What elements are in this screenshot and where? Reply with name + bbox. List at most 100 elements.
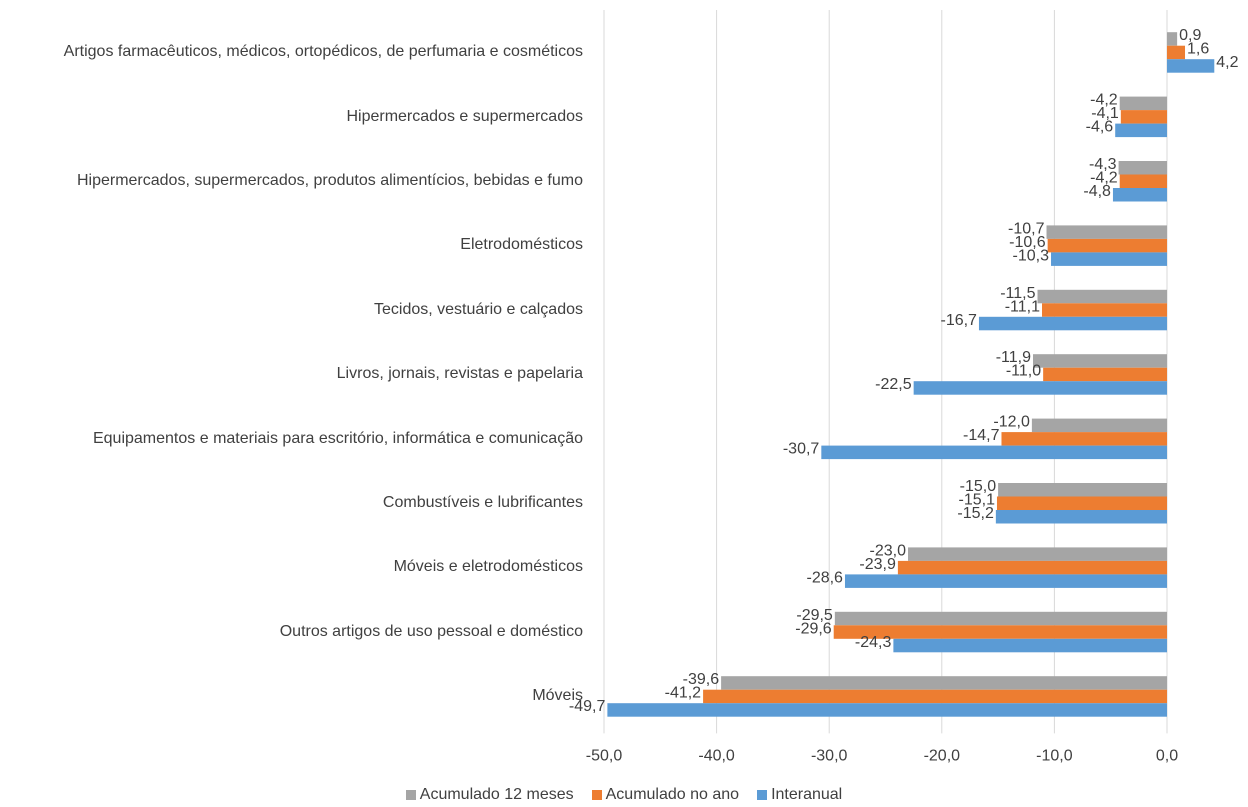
legend-label: Acumulado no ano — [605, 786, 740, 803]
category-label: Móveis e eletrodomésticos — [23, 555, 583, 579]
category-text: Outros artigos de uso pessoal e doméstic… — [279, 622, 583, 640]
value-label: -39,6 — [683, 671, 720, 688]
value-label: -28,6 — [806, 569, 843, 586]
category-text: Móveis e eletrodomésticos — [393, 558, 583, 576]
bar — [1037, 289, 1167, 304]
bar — [893, 638, 1167, 653]
x-tick-label: -50,0 — [586, 748, 623, 765]
bar — [1031, 418, 1167, 433]
legend-swatch — [757, 790, 768, 800]
category-text: Hipermercados e supermercados — [346, 107, 583, 125]
value-label: -10,7 — [1008, 220, 1045, 237]
category-label: Tecidos, vestuário e calçados — [23, 298, 583, 322]
category-text: Tecidos, vestuário e calçados — [374, 300, 583, 318]
bar — [834, 611, 1167, 626]
bar — [996, 496, 1167, 510]
value-label: 0,9 — [1179, 27, 1201, 44]
value-label: -4,1 — [1091, 105, 1119, 122]
bar — [1001, 432, 1167, 446]
x-tick-label: 0,0 — [1156, 748, 1178, 765]
value-label: -22,5 — [875, 376, 912, 393]
category-text: Móveis — [532, 687, 583, 705]
legend-label: Acumulado 12 meses — [419, 786, 574, 803]
value-label: -10,6 — [1009, 234, 1046, 251]
bar — [821, 445, 1167, 460]
value-label: -10,3 — [1013, 247, 1050, 264]
value-label: -14,7 — [963, 427, 1000, 444]
bar — [1167, 59, 1215, 73]
value-label: -15,1 — [959, 491, 996, 508]
category-label: Hipermercados e supermercados — [23, 105, 583, 129]
category-text: Eletrodomésticos — [460, 236, 583, 254]
value-label: -30,7 — [783, 441, 820, 458]
value-label: -49,7 — [569, 698, 606, 715]
legend-swatch — [591, 790, 602, 800]
x-tick-label: -20,0 — [924, 748, 961, 765]
bar — [1047, 238, 1167, 253]
category-label: Eletrodomésticos — [23, 233, 583, 257]
x-tick-label: -40,0 — [698, 748, 735, 765]
bar — [913, 381, 1167, 395]
value-label: -4,8 — [1083, 183, 1111, 200]
bar — [1167, 45, 1186, 60]
legend-label: Interanual — [771, 786, 843, 803]
bar — [978, 316, 1167, 331]
bar — [1119, 96, 1167, 111]
value-label: -4,6 — [1086, 119, 1114, 136]
category-label: Hipermercados, supermercados, produtos a… — [23, 169, 583, 193]
legend-item: Acumulado no ano — [591, 786, 740, 804]
value-label: -4,2 — [1090, 92, 1118, 109]
value-label: -24,3 — [855, 634, 892, 651]
value-label: -29,6 — [795, 620, 832, 637]
bar — [998, 483, 1167, 497]
value-label: 1,6 — [1187, 41, 1209, 58]
value-label: -15,2 — [957, 505, 994, 522]
legend: Acumulado 12 meses Acumulado no ano Intera… — [0, 786, 1248, 804]
legend-item: Interanual — [757, 786, 842, 804]
value-label: -23,0 — [870, 542, 907, 559]
value-label: -11,0 — [1006, 363, 1041, 380]
value-label: -4,2 — [1090, 169, 1118, 186]
value-label: -16,7 — [940, 312, 977, 329]
bar — [1167, 32, 1178, 46]
bar — [1120, 110, 1167, 124]
value-label: -4,3 — [1089, 156, 1117, 173]
bar — [721, 676, 1167, 690]
value-label: -11,5 — [1000, 285, 1035, 302]
value-label: 4,2 — [1216, 54, 1238, 71]
category-label: Móveis — [23, 684, 583, 708]
bar — [703, 689, 1167, 704]
value-label: -23,9 — [859, 556, 896, 573]
legend-swatch — [405, 790, 416, 800]
bar — [1112, 188, 1167, 202]
bar — [1033, 354, 1167, 368]
legend-item: Acumulado 12 meses — [405, 786, 574, 804]
value-label: -29,5 — [796, 607, 833, 624]
value-label: -41,2 — [665, 685, 702, 702]
bar — [607, 703, 1167, 717]
bar — [844, 574, 1167, 588]
bar — [908, 547, 1167, 561]
bar — [1115, 123, 1167, 138]
bar — [833, 625, 1167, 639]
x-tick-label: -10,0 — [1036, 748, 1073, 765]
bar — [1118, 161, 1167, 175]
category-label: Outros artigos de uso pessoal e doméstic… — [23, 620, 583, 644]
bar — [1119, 174, 1167, 188]
category-label: Combustíveis e lubrificantes — [23, 491, 583, 515]
category-label: Artigos farmacêuticos, médicos, ortopédi… — [23, 40, 583, 64]
bar — [1051, 252, 1167, 266]
category-text: Hipermercados, supermercados, produtos a… — [76, 172, 583, 189]
value-label: -11,1 — [1005, 298, 1040, 315]
value-label: -15,0 — [960, 478, 997, 495]
bar — [1042, 303, 1167, 317]
category-text: Livros, jornais, revistas e papelaria — [336, 365, 583, 383]
bar — [1046, 225, 1167, 239]
value-label: -11,9 — [996, 349, 1031, 366]
x-tick-label: -30,0 — [811, 748, 848, 765]
category-text: Artigos farmacêuticos, médicos, ortopédi… — [63, 43, 583, 61]
category-text: Combustíveis e lubrificantes — [382, 494, 583, 511]
value-label: -12,0 — [993, 414, 1030, 431]
